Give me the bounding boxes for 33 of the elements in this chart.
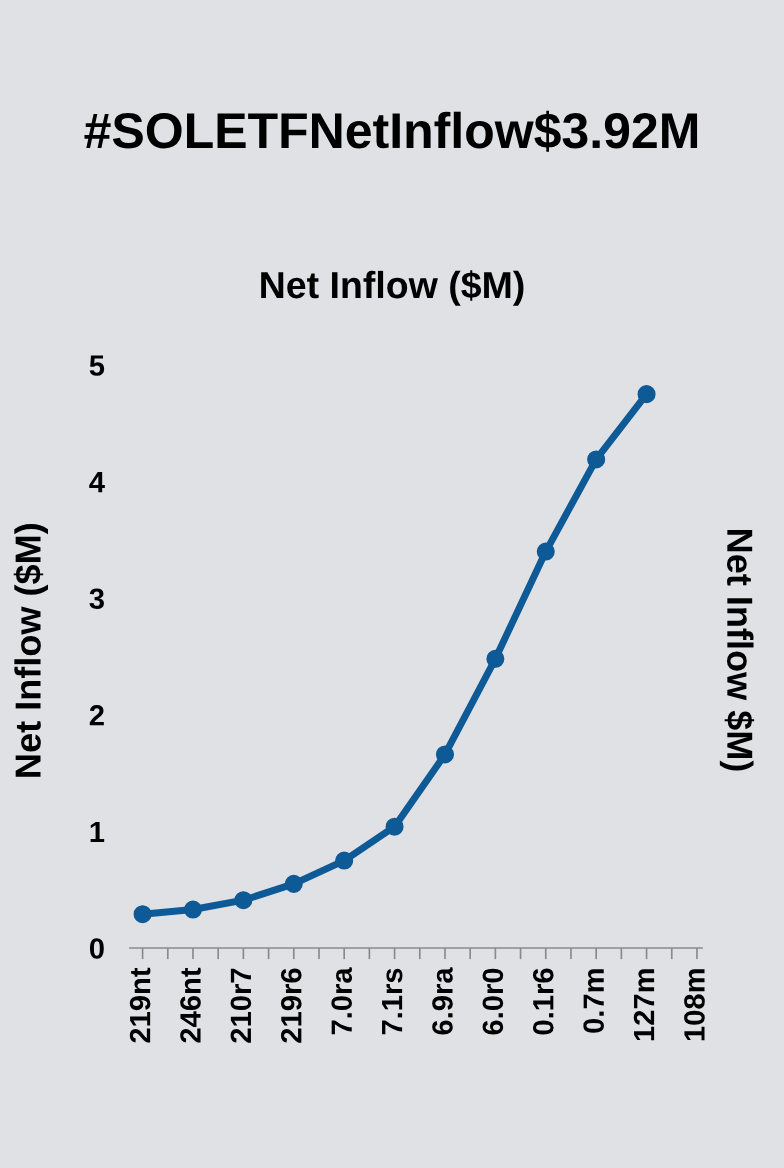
x-tick-label: 108m	[684, 969, 705, 1041]
point	[284, 874, 303, 893]
y-tick-label: 0	[89, 938, 104, 959]
y-axis-title: Net Inflow ($M)	[13, 524, 48, 777]
x-tick-label: 219nt	[129, 967, 151, 1043]
chart-title: #SOLETFNetInflow$3.92M	[84, 110, 698, 152]
point	[234, 891, 253, 910]
x-tick-label: 7.1rs	[382, 968, 403, 1035]
point	[486, 649, 505, 668]
point	[133, 905, 152, 924]
chart-subtitle: Net Inflow ($M)	[261, 270, 524, 306]
y2-axis-title: Net Inflow $M)	[719, 530, 755, 771]
x-tick-label: 6.9ra	[432, 967, 453, 1035]
point	[183, 900, 203, 919]
point	[637, 385, 656, 404]
x-tick-label: 210r7	[230, 968, 252, 1043]
x-tick-label: 219r6	[280, 968, 302, 1043]
y-tick-label: 3	[89, 588, 104, 610]
point	[536, 542, 555, 561]
point	[435, 745, 455, 764]
x-tick-label: 0.1r6	[532, 968, 554, 1035]
y-tick-label: 4	[89, 472, 105, 493]
y-tick-label: 1	[90, 821, 105, 842]
x-tick-label: 246nt	[180, 967, 201, 1043]
point	[385, 817, 404, 836]
x-tick-label: 0.7m	[583, 969, 604, 1033]
x-tick-label: 6.0r0	[482, 968, 504, 1035]
point	[335, 851, 354, 870]
point	[587, 450, 606, 469]
y-tick-label: 5	[89, 355, 105, 376]
x-tick-label: 7.0ra	[331, 967, 353, 1035]
y-tick-label: 2	[89, 705, 104, 726]
x-tick-label: 127m	[633, 969, 655, 1041]
